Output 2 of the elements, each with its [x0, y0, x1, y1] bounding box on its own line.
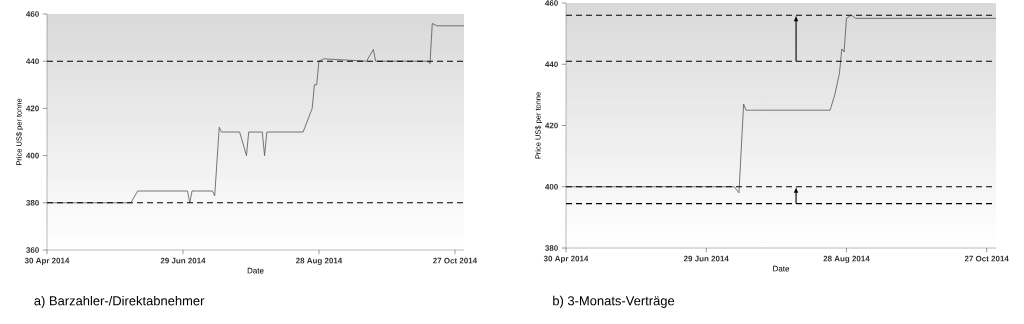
text: a) Barzahler-/Direktabnehmer — [34, 295, 205, 308]
text: b) 3-Monats-Verträge — [553, 295, 675, 308]
